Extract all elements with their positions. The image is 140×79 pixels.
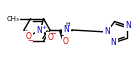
Text: O: O [63, 38, 69, 47]
Text: N: N [37, 26, 42, 35]
Text: −: − [51, 31, 56, 37]
Text: N: N [111, 38, 116, 47]
Text: CH₃: CH₃ [7, 16, 19, 22]
Text: N: N [104, 27, 110, 36]
Text: H: H [65, 23, 70, 27]
Text: −: − [28, 38, 33, 44]
Text: O: O [26, 32, 32, 41]
Text: N: N [125, 21, 131, 30]
Text: +: + [41, 25, 46, 30]
Text: O: O [48, 33, 53, 42]
Text: N: N [64, 25, 69, 34]
